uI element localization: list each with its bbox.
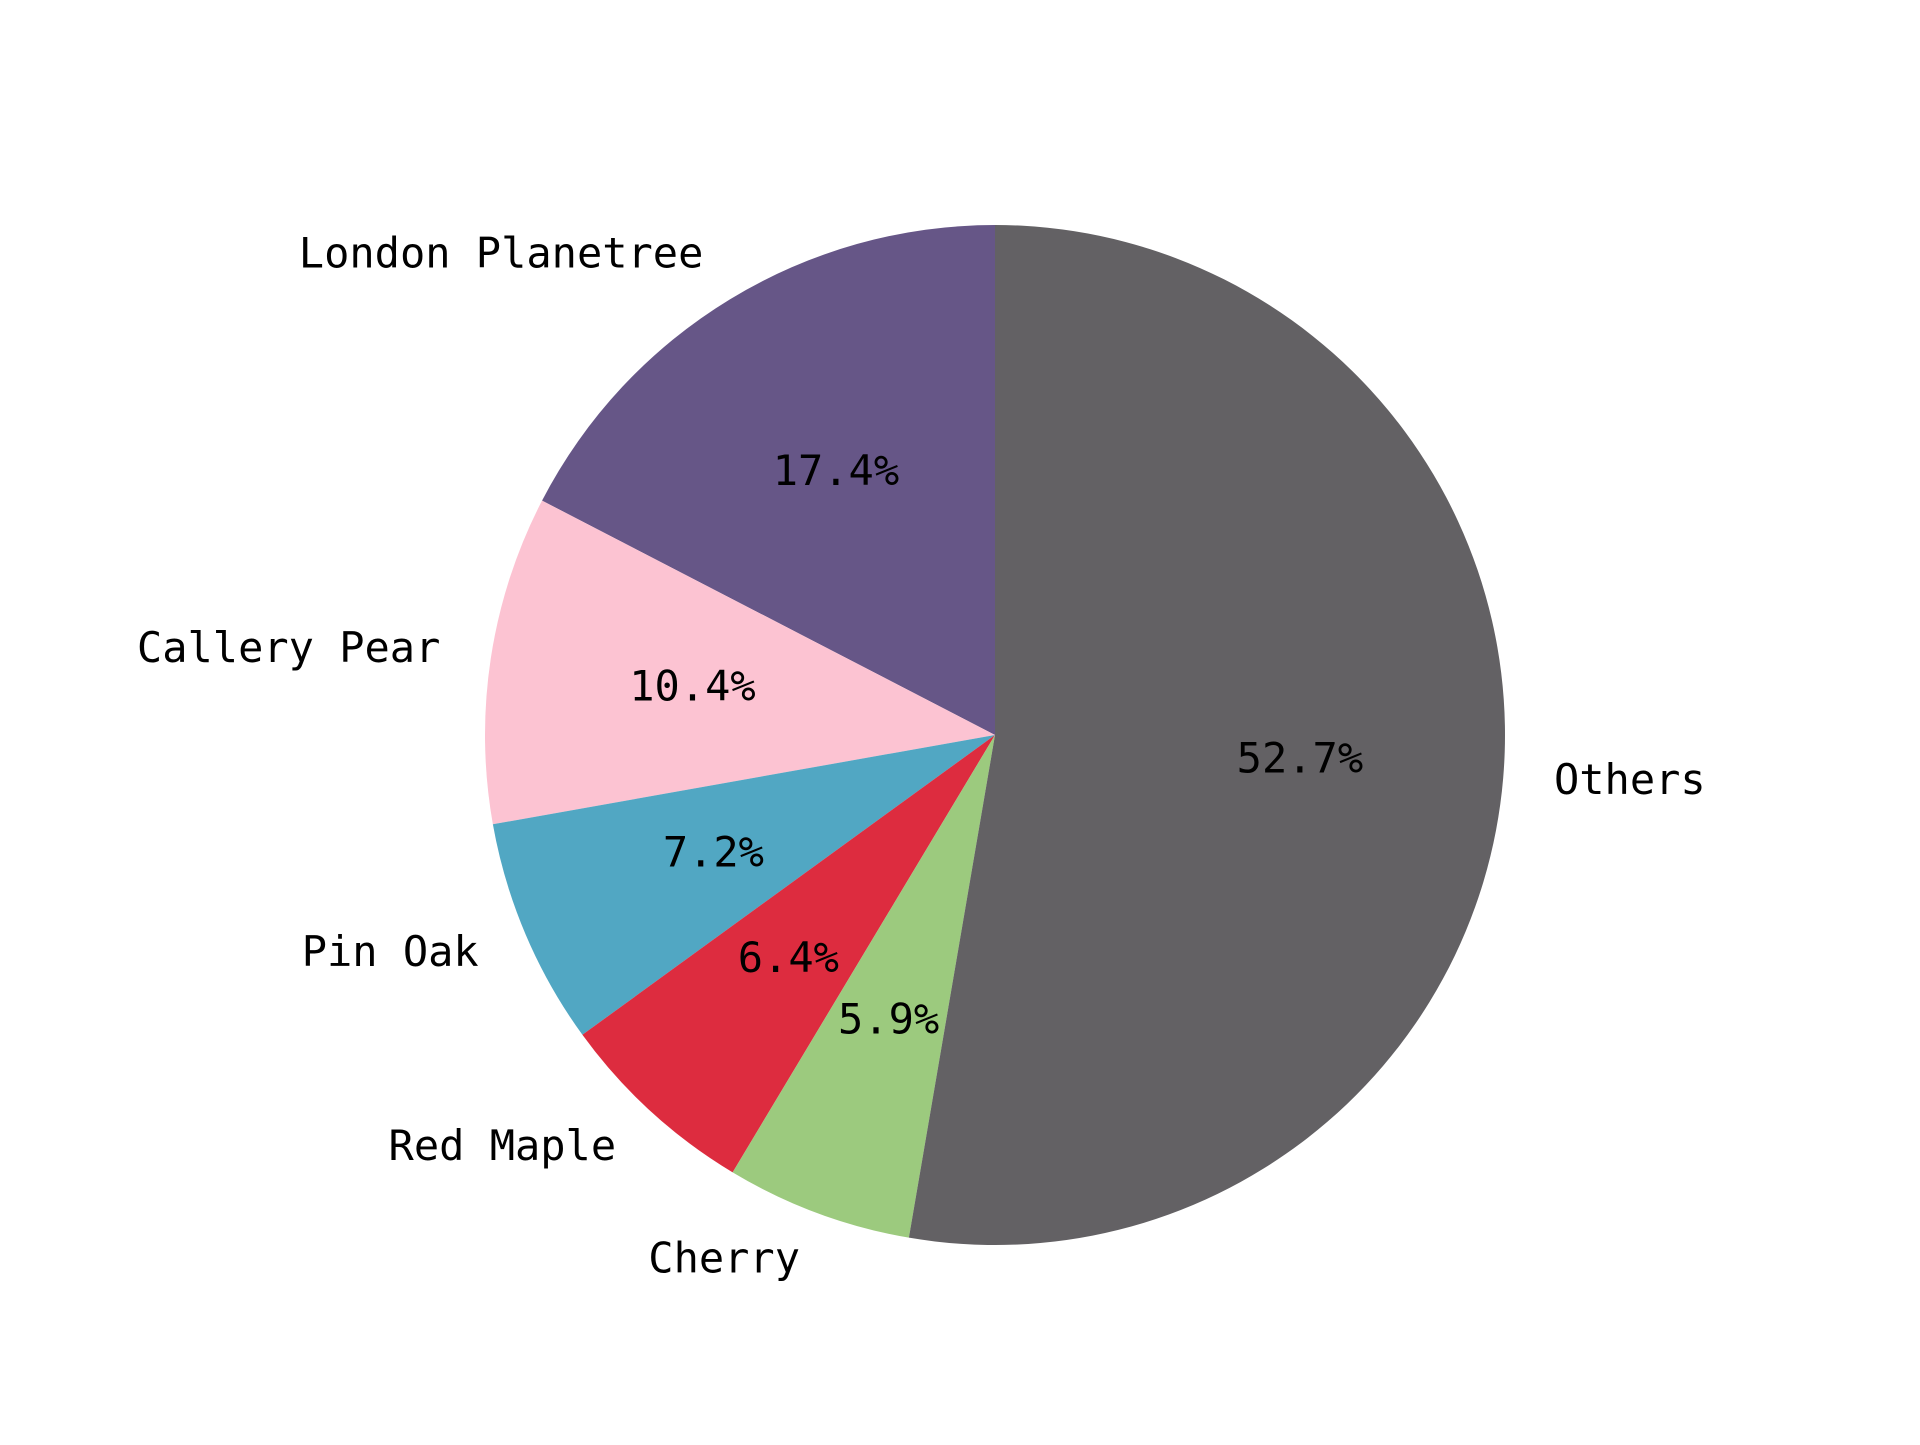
category-labels: London Planetree Callery Pear Pin Oak Red M… bbox=[137, 228, 1706, 1282]
category-label-others: Others bbox=[1554, 755, 1706, 804]
pct-label-london-planetree: 17.4% bbox=[773, 446, 899, 495]
pct-label-red-maple: 6.4% bbox=[738, 933, 839, 982]
pie-slices bbox=[485, 224, 1505, 1245]
pie-slice-red-maple bbox=[582, 735, 995, 1173]
pct-label-pin-oak: 7.2% bbox=[663, 827, 764, 876]
category-label-pin-oak: Pin Oak bbox=[302, 927, 479, 976]
pct-label-callery-pear: 10.4% bbox=[629, 662, 755, 711]
pie-slice-cherry bbox=[732, 735, 995, 1238]
category-label-red-maple: Red Maple bbox=[389, 1121, 617, 1170]
pie-slice-others bbox=[908, 224, 1505, 1245]
pie-slice-pin-oak bbox=[492, 735, 995, 1035]
category-label-london-planetree: London Planetree bbox=[299, 228, 704, 277]
pct-label-others: 52.7% bbox=[1237, 733, 1363, 782]
pie-slice-callery-pear bbox=[485, 500, 995, 825]
category-label-cherry: Cherry bbox=[648, 1234, 800, 1283]
pie-slice-london-planetree bbox=[542, 225, 995, 735]
pct-label-cherry: 5.9% bbox=[838, 994, 939, 1043]
category-label-callery-pear: Callery Pear bbox=[137, 623, 440, 672]
percentage-labels: 17.4% 10.4% 7.2% 6.4% 5.9% 52.7% bbox=[629, 446, 1363, 1043]
